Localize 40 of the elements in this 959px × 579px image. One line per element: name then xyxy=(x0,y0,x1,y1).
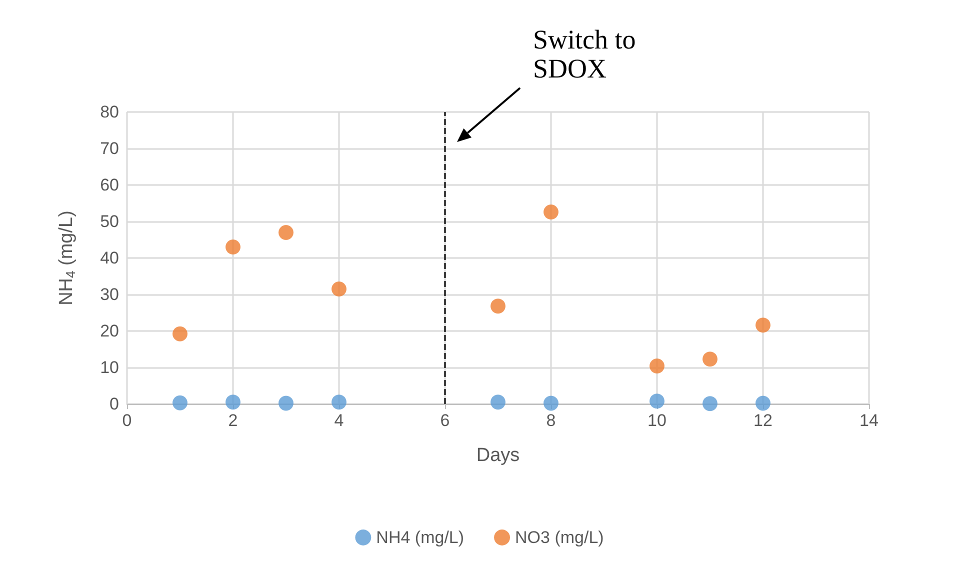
point xyxy=(756,396,770,411)
y-tick-label: 30 xyxy=(100,285,119,304)
y-tick-label: 60 xyxy=(100,176,119,194)
x-tick-label: 10 xyxy=(648,411,666,430)
point xyxy=(650,358,664,374)
y-tick-label: 0 xyxy=(110,394,119,414)
y-tick-label: 80 xyxy=(100,102,119,122)
point xyxy=(544,396,558,411)
point xyxy=(756,318,770,333)
y-tick-label: 20 xyxy=(100,322,119,340)
y-axis-title: NH4 (mg/L) xyxy=(56,210,78,306)
y-tick-label: 10 xyxy=(100,358,119,377)
point xyxy=(332,394,346,410)
text: Switch to SDOX xyxy=(533,24,643,84)
x-axis-title: Days xyxy=(476,445,520,466)
x-tick-label: 4 xyxy=(334,411,344,430)
legend-label: NH4 (mg/L) xyxy=(376,528,464,547)
point xyxy=(226,394,240,410)
point xyxy=(544,204,558,220)
y-tick-label: 50 xyxy=(100,212,119,231)
point xyxy=(490,394,506,410)
point xyxy=(172,326,188,342)
x-tick-label: 14 xyxy=(860,411,878,430)
x-tick-label: 8 xyxy=(546,411,556,430)
point xyxy=(172,395,188,410)
point xyxy=(650,394,664,409)
x-tick-label: 2 xyxy=(228,411,238,430)
point xyxy=(278,396,294,411)
point xyxy=(490,298,506,314)
y-tick-label: 40 xyxy=(100,248,119,268)
y-tick-label: 70 xyxy=(100,139,119,158)
point xyxy=(278,224,294,240)
legend-label: NO3 (mg/L) xyxy=(515,528,604,547)
x-tick-label: 6 xyxy=(440,411,450,430)
point xyxy=(332,282,346,297)
point xyxy=(702,396,718,412)
point xyxy=(226,240,240,255)
x-tick-label: 0 xyxy=(122,411,132,430)
point xyxy=(702,352,718,367)
x-tick-label: 12 xyxy=(754,411,772,430)
